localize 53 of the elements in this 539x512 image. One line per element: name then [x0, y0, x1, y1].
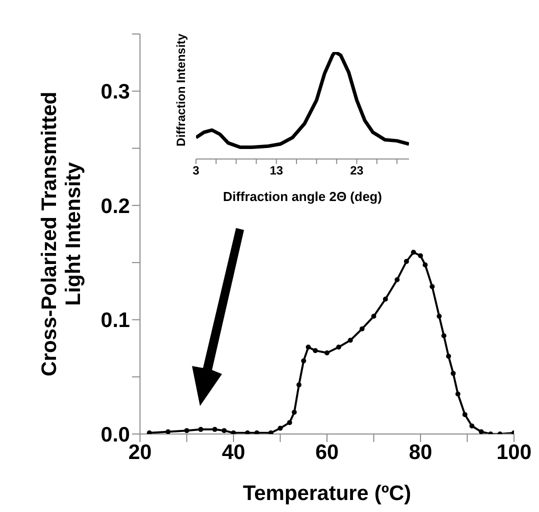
point	[394, 277, 400, 282]
y-tick-label: 0.2	[100, 194, 130, 218]
point	[254, 430, 260, 434]
point	[418, 253, 423, 258]
point	[324, 350, 330, 356]
point	[312, 348, 318, 354]
x-tick-label: 100	[496, 440, 532, 464]
point	[306, 344, 311, 350]
point	[212, 426, 218, 432]
x-tick-label: 20	[128, 440, 152, 464]
point	[478, 429, 484, 434]
point	[268, 430, 274, 434]
point	[278, 426, 283, 431]
point	[231, 430, 236, 434]
point	[371, 314, 376, 319]
y-tick-label: 0.3	[100, 80, 130, 104]
x-tick-label: 23	[350, 164, 364, 178]
point	[382, 296, 388, 302]
y-axis-title: Cross-Polarized Transmitted Light Intensity	[38, 90, 86, 378]
point	[446, 354, 452, 359]
point	[166, 429, 171, 434]
x-axis-title: Temperature (ºC)	[242, 482, 412, 505]
point	[436, 314, 442, 319]
x-tick-label: 60	[315, 440, 339, 464]
x-tick-label: 80	[408, 440, 432, 464]
point	[287, 420, 292, 426]
point	[441, 333, 446, 338]
point	[198, 426, 204, 432]
point	[245, 430, 250, 434]
point	[301, 358, 306, 364]
y-tick-label: 0.0	[100, 423, 130, 446]
point	[360, 326, 365, 332]
point	[336, 344, 342, 350]
point	[184, 428, 190, 434]
point	[410, 250, 416, 255]
x-tick-label: 13	[270, 164, 284, 178]
point	[222, 428, 227, 434]
point	[430, 284, 435, 290]
point	[404, 258, 409, 264]
point	[450, 370, 456, 376]
x-tick-label: 40	[222, 440, 246, 464]
point	[455, 392, 460, 396]
point	[296, 382, 302, 388]
point	[462, 412, 468, 418]
point	[146, 430, 152, 434]
y-axis-title: Diffraction Intensity	[174, 32, 189, 148]
point	[292, 410, 297, 415]
point	[422, 262, 428, 268]
point	[469, 424, 474, 428]
x-axis-title: Diffraction angle 2Θ (deg)	[223, 189, 382, 204]
y-tick-label: 0.1	[100, 309, 130, 332]
x-tick-label: 3	[192, 164, 200, 178]
point	[348, 338, 353, 343]
